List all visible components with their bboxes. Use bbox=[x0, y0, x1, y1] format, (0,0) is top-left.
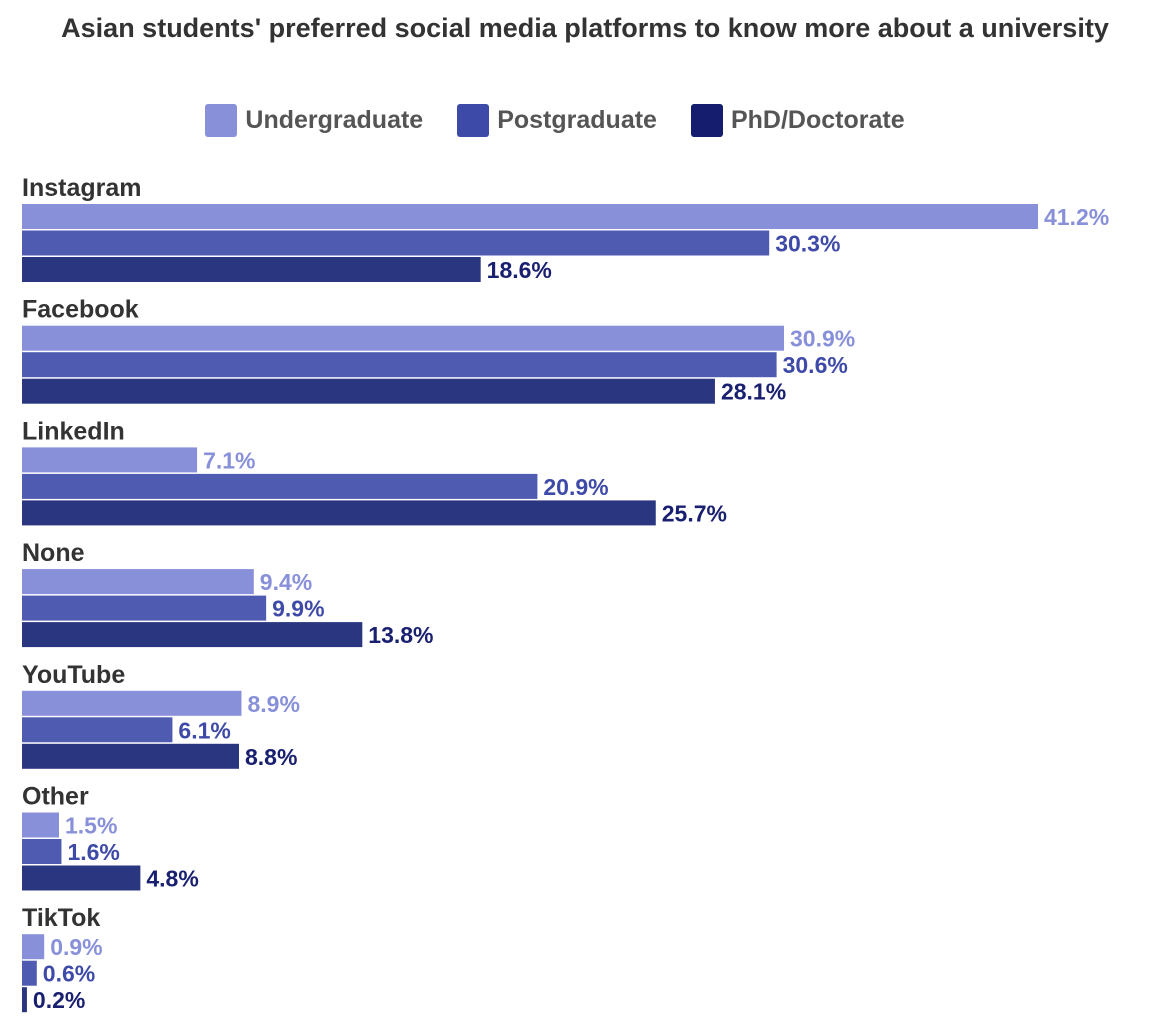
value-label-none-undergraduate: 9.4% bbox=[260, 569, 312, 595]
category-label-other: Other bbox=[22, 783, 89, 811]
legend-label-phd-doctorate: PhD/Doctorate bbox=[730, 106, 905, 134]
category-label-linkedin: LinkedIn bbox=[22, 417, 125, 445]
legend: Undergraduate Postgraduate PhD/Doctorate bbox=[0, 104, 1110, 137]
bar-tiktok-phd-doctorate[interactable] bbox=[22, 987, 27, 1013]
bar-other-phd-doctorate[interactable] bbox=[22, 865, 141, 891]
category-label-facebook: Facebook bbox=[22, 296, 139, 324]
value-label-other-phd-doctorate: 4.8% bbox=[146, 866, 198, 892]
category-label-none: None bbox=[22, 539, 85, 567]
bar-instagram-undergraduate[interactable] bbox=[22, 204, 1038, 229]
legend-swatch-postgraduate bbox=[457, 104, 490, 137]
bar-none-phd-doctorate[interactable] bbox=[22, 622, 363, 648]
bar-facebook-phd-doctorate[interactable] bbox=[22, 378, 715, 404]
legend-item-phd-doctorate[interactable]: PhD/Doctorate bbox=[690, 104, 905, 137]
bar-youtube-postgraduate[interactable] bbox=[22, 717, 173, 743]
value-label-other-undergraduate: 1.5% bbox=[65, 813, 117, 839]
bar-linkedin-postgraduate[interactable] bbox=[22, 473, 538, 499]
bar-facebook-postgraduate[interactable] bbox=[22, 352, 777, 378]
value-label-youtube-phd-doctorate: 8.8% bbox=[245, 744, 297, 770]
bar-linkedin-undergraduate[interactable] bbox=[22, 447, 198, 473]
value-label-facebook-phd-doctorate: 28.1% bbox=[721, 379, 786, 405]
legend-swatch-phd-doctorate bbox=[690, 104, 723, 137]
value-label-instagram-postgraduate: 30.3% bbox=[775, 231, 840, 257]
bar-instagram-phd-doctorate[interactable] bbox=[22, 257, 481, 282]
value-label-tiktok-undergraduate: 0.9% bbox=[50, 934, 102, 960]
bar-instagram-postgraduate[interactable] bbox=[22, 230, 770, 256]
value-label-linkedin-undergraduate: 7.1% bbox=[203, 447, 255, 473]
value-label-none-postgraduate: 9.9% bbox=[272, 596, 324, 622]
bar-tiktok-undergraduate[interactable] bbox=[22, 934, 45, 960]
bar-other-undergraduate[interactable] bbox=[22, 812, 59, 838]
value-label-youtube-postgraduate: 6.1% bbox=[178, 717, 230, 743]
value-label-linkedin-phd-doctorate: 25.7% bbox=[662, 500, 727, 526]
bar-tiktok-postgraduate[interactable] bbox=[22, 960, 37, 986]
legend-swatch-undergraduate bbox=[205, 104, 238, 137]
value-label-facebook-postgraduate: 30.6% bbox=[783, 352, 848, 378]
value-label-other-postgraduate: 1.6% bbox=[67, 839, 119, 865]
bar-linkedin-phd-doctorate[interactable] bbox=[22, 500, 656, 526]
value-label-instagram-undergraduate: 41.2% bbox=[1044, 204, 1109, 230]
bar-youtube-phd-doctorate[interactable] bbox=[22, 743, 240, 769]
bar-none-undergraduate[interactable] bbox=[22, 569, 254, 595]
bar-none-postgraduate[interactable] bbox=[22, 595, 267, 621]
value-label-facebook-undergraduate: 30.9% bbox=[790, 326, 855, 352]
category-label-youtube: YouTube bbox=[22, 661, 125, 689]
value-label-instagram-phd-doctorate: 18.6% bbox=[487, 257, 552, 283]
legend-item-postgraduate[interactable]: Postgraduate bbox=[457, 104, 657, 137]
category-label-tiktok: TikTok bbox=[22, 904, 100, 932]
value-label-none-phd-doctorate: 13.8% bbox=[368, 622, 433, 648]
category-label-instagram: Instagram bbox=[22, 174, 141, 202]
value-label-linkedin-postgraduate: 20.9% bbox=[543, 474, 608, 500]
bar-youtube-undergraduate[interactable] bbox=[22, 690, 242, 716]
bar-other-postgraduate[interactable] bbox=[22, 839, 62, 864]
bar-facebook-undergraduate[interactable] bbox=[22, 325, 784, 351]
legend-label-undergraduate: Undergraduate bbox=[245, 106, 424, 134]
legend-item-undergraduate[interactable]: Undergraduate bbox=[205, 104, 423, 137]
value-label-youtube-undergraduate: 8.9% bbox=[247, 691, 299, 717]
value-label-tiktok-phd-doctorate: 0.2% bbox=[33, 987, 85, 1013]
value-label-tiktok-postgraduate: 0.6% bbox=[43, 961, 95, 987]
legend-label-postgraduate: Postgraduate bbox=[497, 106, 657, 134]
chart-title: Asian students' preferred social media p… bbox=[61, 13, 1109, 43]
